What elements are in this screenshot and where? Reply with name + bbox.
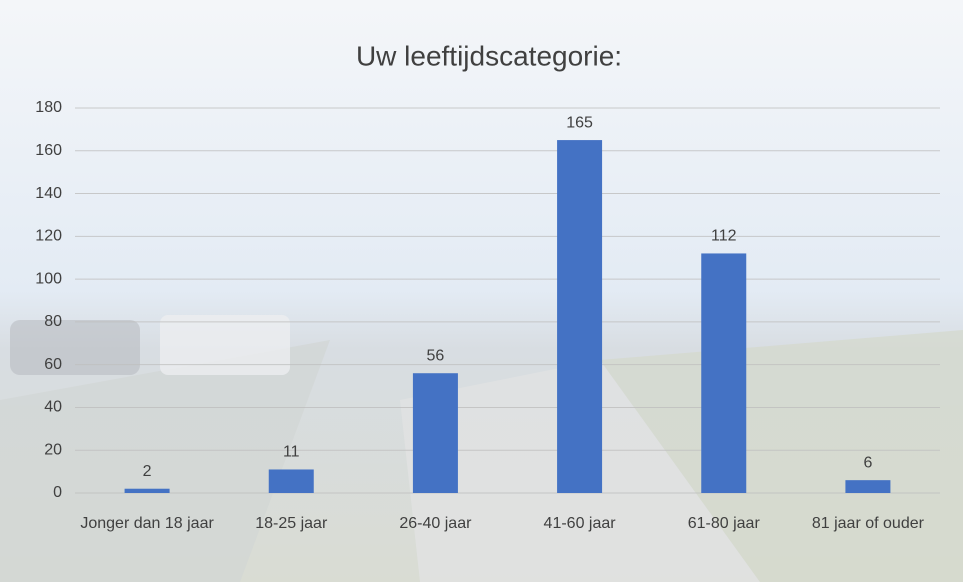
x-tick-label: 81 jaar of ouder xyxy=(811,515,924,532)
car xyxy=(10,320,140,375)
x-tick-label: 61-80 jaar xyxy=(687,515,760,532)
x-tick-label: 26-40 jaar xyxy=(399,515,472,532)
y-tick-label: 180 xyxy=(35,99,62,116)
y-tick-label: 20 xyxy=(44,441,62,458)
value-label: 165 xyxy=(566,114,593,131)
y-tick-label: 120 xyxy=(35,228,62,245)
chart-title: Uw leeftijdscategorie: xyxy=(356,40,622,71)
x-tick-label: 41-60 jaar xyxy=(543,515,616,532)
y-tick-label: 0 xyxy=(53,484,62,501)
y-tick-label: 40 xyxy=(44,399,62,416)
value-label: 56 xyxy=(427,347,445,364)
y-tick-label: 60 xyxy=(44,356,62,373)
x-tick-label: Jonger dan 18 jaar xyxy=(80,515,214,532)
y-tick-label: 80 xyxy=(44,313,62,330)
value-label: 6 xyxy=(863,454,872,471)
x-tick-label: 18-25 jaar xyxy=(255,515,328,532)
y-tick-label: 100 xyxy=(35,270,62,287)
bar xyxy=(557,140,603,494)
value-label: 112 xyxy=(711,228,737,245)
y-tick-label: 160 xyxy=(35,142,62,159)
value-label: 2 xyxy=(143,463,152,480)
y-tick-label: 140 xyxy=(35,185,62,202)
bar xyxy=(701,253,747,493)
grass xyxy=(600,330,963,582)
truck xyxy=(160,315,290,375)
bar xyxy=(412,373,458,493)
road xyxy=(0,340,330,582)
bar xyxy=(268,469,314,493)
bar xyxy=(124,488,170,493)
bar xyxy=(845,480,891,493)
value-label: 11 xyxy=(283,444,300,461)
